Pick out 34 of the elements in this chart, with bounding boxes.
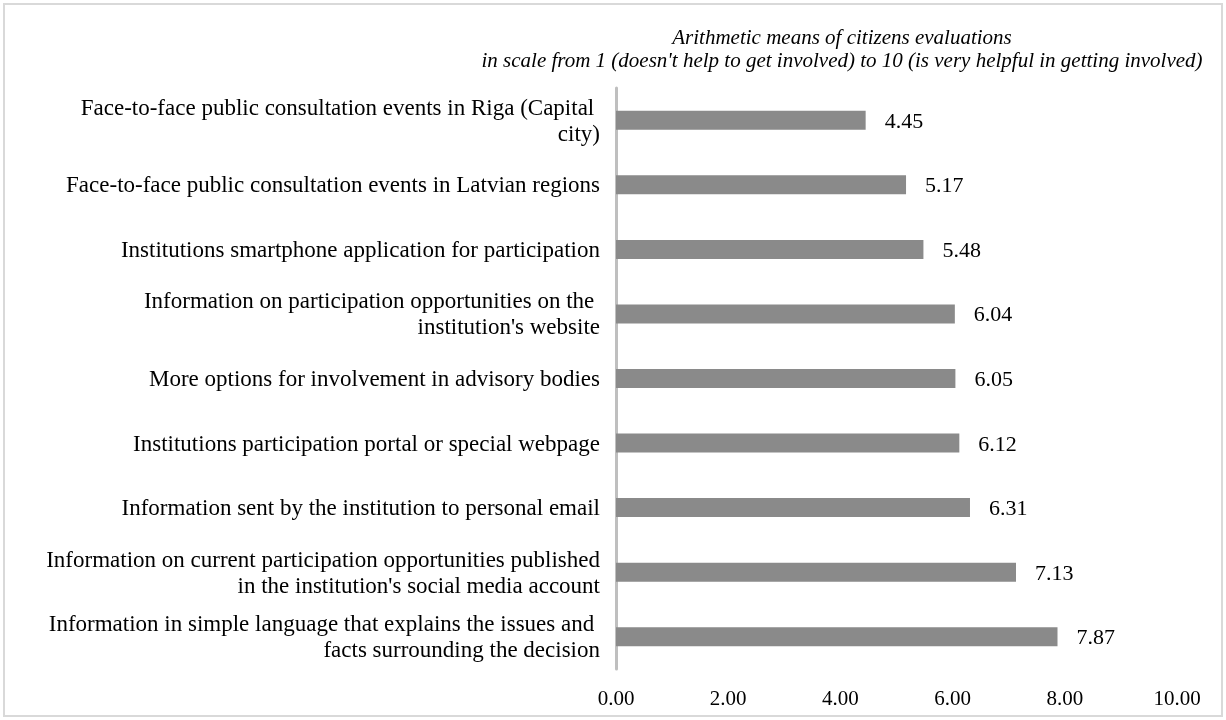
y-tick-label: More options for involvement in advisory bodies [149,366,601,391]
y-tick-label: Institutions smartphone application for participation [120,236,601,262]
data-label: 6.04 [973,301,1013,327]
bar [616,304,955,324]
x-tick-label: 6.00 [934,685,971,710]
data-label: 7.87 [1076,624,1116,650]
data-label: 7.13 [1034,559,1074,585]
y-tick-label: Information on participation opportunities on the institution's website [143,288,600,340]
x-tick-label: 8.00 [1046,685,1084,710]
data-label: 5.48 [942,236,981,262]
y-tick-label: Information in simple language that explains the issues and facts surrounding the decision [48,611,601,663]
data-label: 6.05 [974,366,1013,391]
x-tick-label: 0.00 [597,685,635,710]
bar [616,175,907,195]
y-tick-label: Information sent by the institution to personal email [121,495,600,521]
y-tick-label: Information on current participation opportunities published in the institution's social media account [46,546,601,598]
data-label: 6.12 [978,430,1017,456]
x-tick-label: 2.00 [709,685,747,710]
bar [616,627,1058,647]
data-label: 4.45 [884,107,924,133]
y-tick-label: Face-to-face public consultation events in Riga (Capital city) [80,94,600,146]
data-label: 5.17 [925,172,964,198]
bar [616,239,924,259]
y-tick-label: Face-to-face public consultation events in Latvian regions [66,172,601,198]
x-tick-label: 4.00 [822,685,859,710]
bar [616,369,956,388]
x-tick-label: 10.00 [1153,685,1201,710]
y-tick-label: Institutions participation portal or special webpage [133,430,600,456]
bar [616,110,866,130]
data-label: 6.31 [988,495,1028,521]
chart-title: Arithmetic means of citizens evaluations [670,24,1012,49]
bar [616,498,970,518]
bar [616,433,960,453]
bar [616,562,1016,582]
